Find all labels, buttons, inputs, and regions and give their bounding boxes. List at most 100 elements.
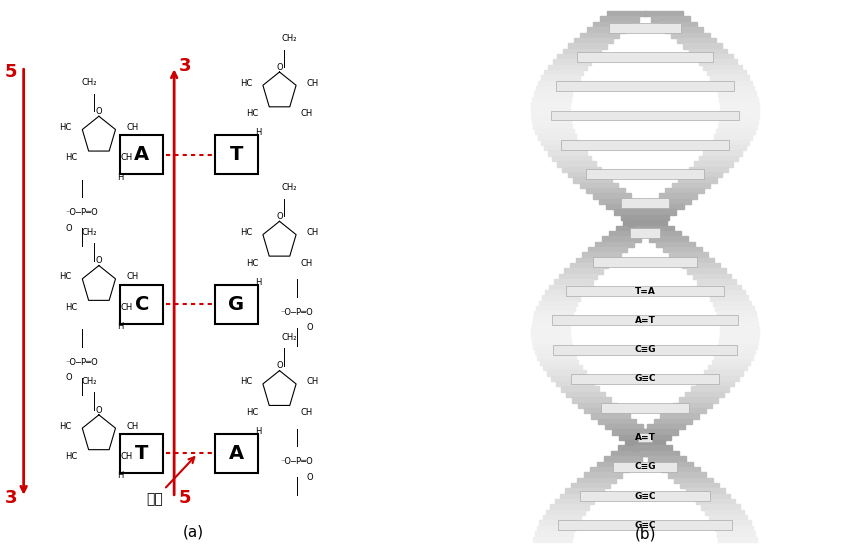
Polygon shape — [568, 172, 606, 178]
Polygon shape — [660, 413, 699, 419]
Polygon shape — [561, 387, 599, 392]
Polygon shape — [531, 322, 570, 327]
Polygon shape — [678, 178, 716, 182]
Polygon shape — [571, 483, 610, 488]
Polygon shape — [666, 188, 704, 194]
Polygon shape — [559, 274, 598, 279]
Polygon shape — [609, 23, 681, 33]
Polygon shape — [712, 520, 751, 526]
Text: O: O — [95, 256, 102, 265]
Polygon shape — [538, 301, 577, 306]
Polygon shape — [719, 317, 758, 322]
Text: H: H — [255, 278, 261, 287]
Text: 氮鍵: 氮鍵 — [146, 457, 194, 506]
Text: A: A — [134, 145, 150, 164]
Polygon shape — [715, 526, 753, 531]
Text: CH: CH — [307, 79, 319, 88]
Polygon shape — [673, 403, 712, 408]
Polygon shape — [601, 403, 689, 413]
Polygon shape — [562, 166, 601, 172]
Polygon shape — [718, 536, 757, 542]
Text: CH: CH — [126, 123, 138, 132]
Text: ⁻O─P═O: ⁻O─P═O — [280, 457, 313, 466]
Polygon shape — [543, 515, 581, 520]
Polygon shape — [652, 199, 691, 204]
Polygon shape — [550, 504, 589, 510]
Polygon shape — [696, 381, 734, 387]
Polygon shape — [531, 327, 570, 333]
Polygon shape — [683, 43, 722, 49]
Polygon shape — [711, 359, 750, 365]
Polygon shape — [555, 499, 593, 504]
Text: ⁻O─P═O: ⁻O─P═O — [65, 208, 98, 217]
Polygon shape — [707, 70, 746, 75]
Polygon shape — [698, 59, 737, 65]
Polygon shape — [663, 247, 702, 252]
Polygon shape — [557, 54, 596, 59]
Polygon shape — [697, 499, 735, 504]
Polygon shape — [674, 478, 713, 483]
Text: A=T: A=T — [635, 433, 655, 442]
Text: HC: HC — [59, 123, 71, 132]
Polygon shape — [716, 129, 755, 134]
Polygon shape — [702, 285, 740, 290]
Bar — [215, 434, 258, 473]
Polygon shape — [604, 456, 642, 462]
Polygon shape — [659, 194, 697, 199]
Polygon shape — [709, 515, 747, 520]
Text: HC: HC — [246, 258, 258, 268]
Bar — [120, 285, 163, 324]
Polygon shape — [576, 52, 714, 62]
Polygon shape — [547, 371, 586, 375]
Polygon shape — [591, 413, 630, 419]
Polygon shape — [621, 215, 660, 220]
Polygon shape — [537, 354, 575, 359]
Polygon shape — [720, 327, 759, 333]
Polygon shape — [718, 343, 757, 349]
Polygon shape — [649, 236, 688, 242]
Polygon shape — [532, 317, 571, 322]
Text: T: T — [230, 145, 243, 164]
Text: G≡C: G≡C — [635, 521, 655, 530]
Text: HC: HC — [246, 408, 258, 417]
Polygon shape — [607, 11, 646, 17]
Polygon shape — [718, 124, 757, 129]
Polygon shape — [557, 161, 596, 166]
Text: T=A: T=A — [635, 286, 655, 296]
Polygon shape — [539, 520, 578, 526]
Text: ⁻O─P═O: ⁻O─P═O — [280, 308, 313, 317]
Polygon shape — [658, 22, 697, 27]
Bar — [215, 135, 258, 174]
Polygon shape — [710, 295, 748, 301]
Polygon shape — [654, 419, 692, 424]
Polygon shape — [535, 129, 574, 134]
Polygon shape — [531, 108, 570, 113]
Polygon shape — [611, 451, 649, 456]
Polygon shape — [552, 156, 591, 161]
Polygon shape — [548, 150, 587, 156]
Text: A=T: A=T — [635, 316, 655, 325]
Polygon shape — [671, 33, 710, 38]
Polygon shape — [531, 113, 570, 118]
Polygon shape — [699, 156, 738, 161]
Polygon shape — [713, 81, 752, 86]
Polygon shape — [533, 91, 572, 97]
Polygon shape — [644, 11, 683, 17]
Text: O: O — [306, 473, 313, 482]
Text: HC: HC — [240, 377, 252, 387]
Text: H: H — [255, 427, 261, 436]
Polygon shape — [550, 111, 740, 121]
Polygon shape — [685, 392, 724, 397]
Text: CH₂: CH₂ — [282, 34, 298, 43]
Text: C≡G: C≡G — [635, 462, 655, 471]
Polygon shape — [566, 286, 724, 296]
Polygon shape — [651, 17, 690, 22]
Polygon shape — [641, 451, 679, 456]
Polygon shape — [691, 387, 729, 392]
Polygon shape — [533, 124, 572, 129]
Polygon shape — [536, 306, 574, 311]
Polygon shape — [672, 182, 710, 188]
Text: O: O — [276, 62, 283, 72]
Polygon shape — [719, 118, 758, 124]
Polygon shape — [676, 258, 715, 263]
